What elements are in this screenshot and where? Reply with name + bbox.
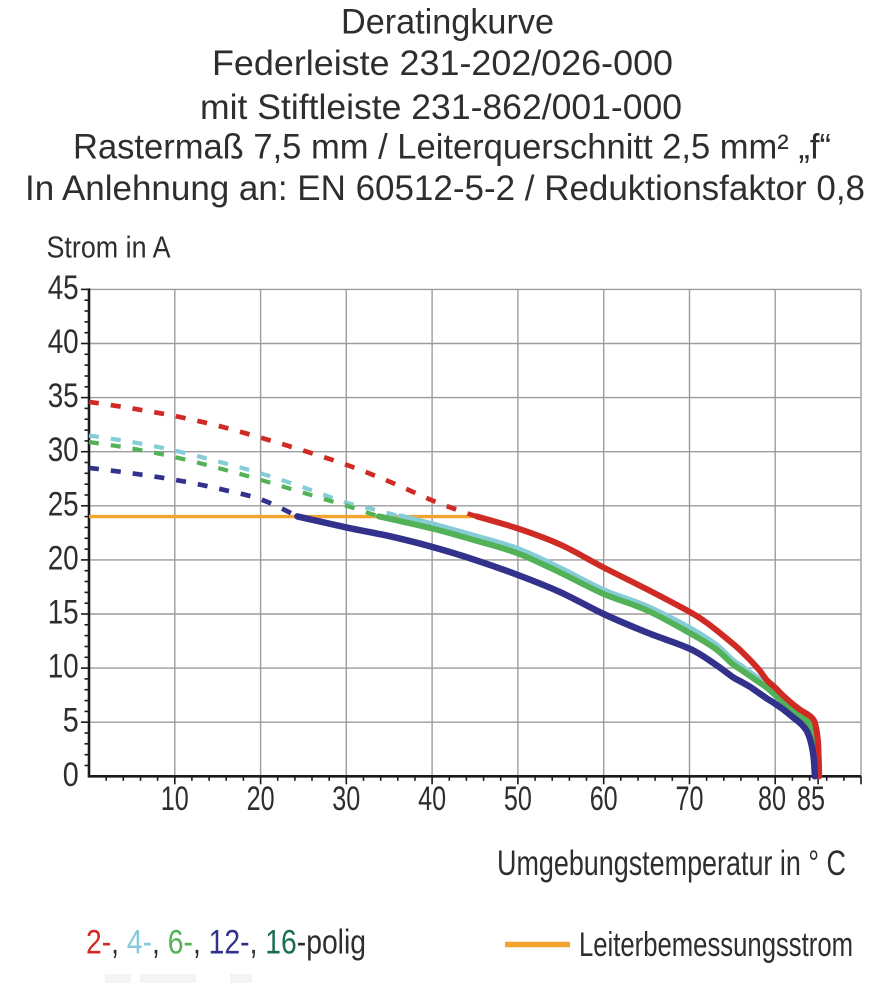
svg-text:In Anlehnung an: EN 60512-5-2: In Anlehnung an: EN 60512-5-2 / Reduktio…	[25, 169, 865, 208]
svg-text:40: 40	[48, 323, 79, 361]
svg-text:35: 35	[48, 377, 79, 415]
svg-text:30: 30	[332, 780, 360, 818]
svg-text:25: 25	[48, 485, 79, 523]
svg-text:10: 10	[161, 780, 189, 818]
svg-text:60: 60	[590, 780, 618, 818]
svg-text:0: 0	[63, 756, 79, 794]
svg-text:50: 50	[504, 780, 532, 818]
svg-text:Rastermaß 7,5 mm / Leiterquers: Rastermaß 7,5 mm / Leiterquerschnitt 2,5…	[73, 128, 831, 167]
svg-text:40: 40	[418, 780, 446, 818]
svg-text:Deratingkurve: Deratingkurve	[341, 3, 554, 42]
svg-text:80: 80	[758, 780, 786, 818]
svg-text:5: 5	[63, 702, 79, 740]
svg-text:2-, 4-, 6-, 12-, 16-polig: 2-, 4-, 6-, 12-, 16-polig	[86, 924, 366, 962]
svg-text:45: 45	[48, 269, 79, 307]
svg-text:Federleiste 231-202/026-000: Federleiste 231-202/026-000	[212, 44, 673, 83]
svg-text:20: 20	[247, 780, 275, 818]
svg-text:20: 20	[48, 539, 79, 577]
svg-text:Umgebungstemperatur in ° C: Umgebungstemperatur in ° C	[497, 844, 846, 883]
svg-text:30: 30	[48, 431, 79, 469]
svg-text:mit Stiftleiste 231-862/001-00: mit Stiftleiste 231-862/001-000	[200, 88, 682, 127]
svg-text:85: 85	[797, 780, 825, 818]
svg-text:Leiterbemessungsstrom: Leiterbemessungsstrom	[579, 926, 853, 964]
svg-text:70: 70	[676, 780, 704, 818]
svg-text:Strom in A: Strom in A	[47, 230, 171, 265]
svg-text:10: 10	[48, 648, 79, 686]
svg-text:15: 15	[48, 594, 79, 632]
